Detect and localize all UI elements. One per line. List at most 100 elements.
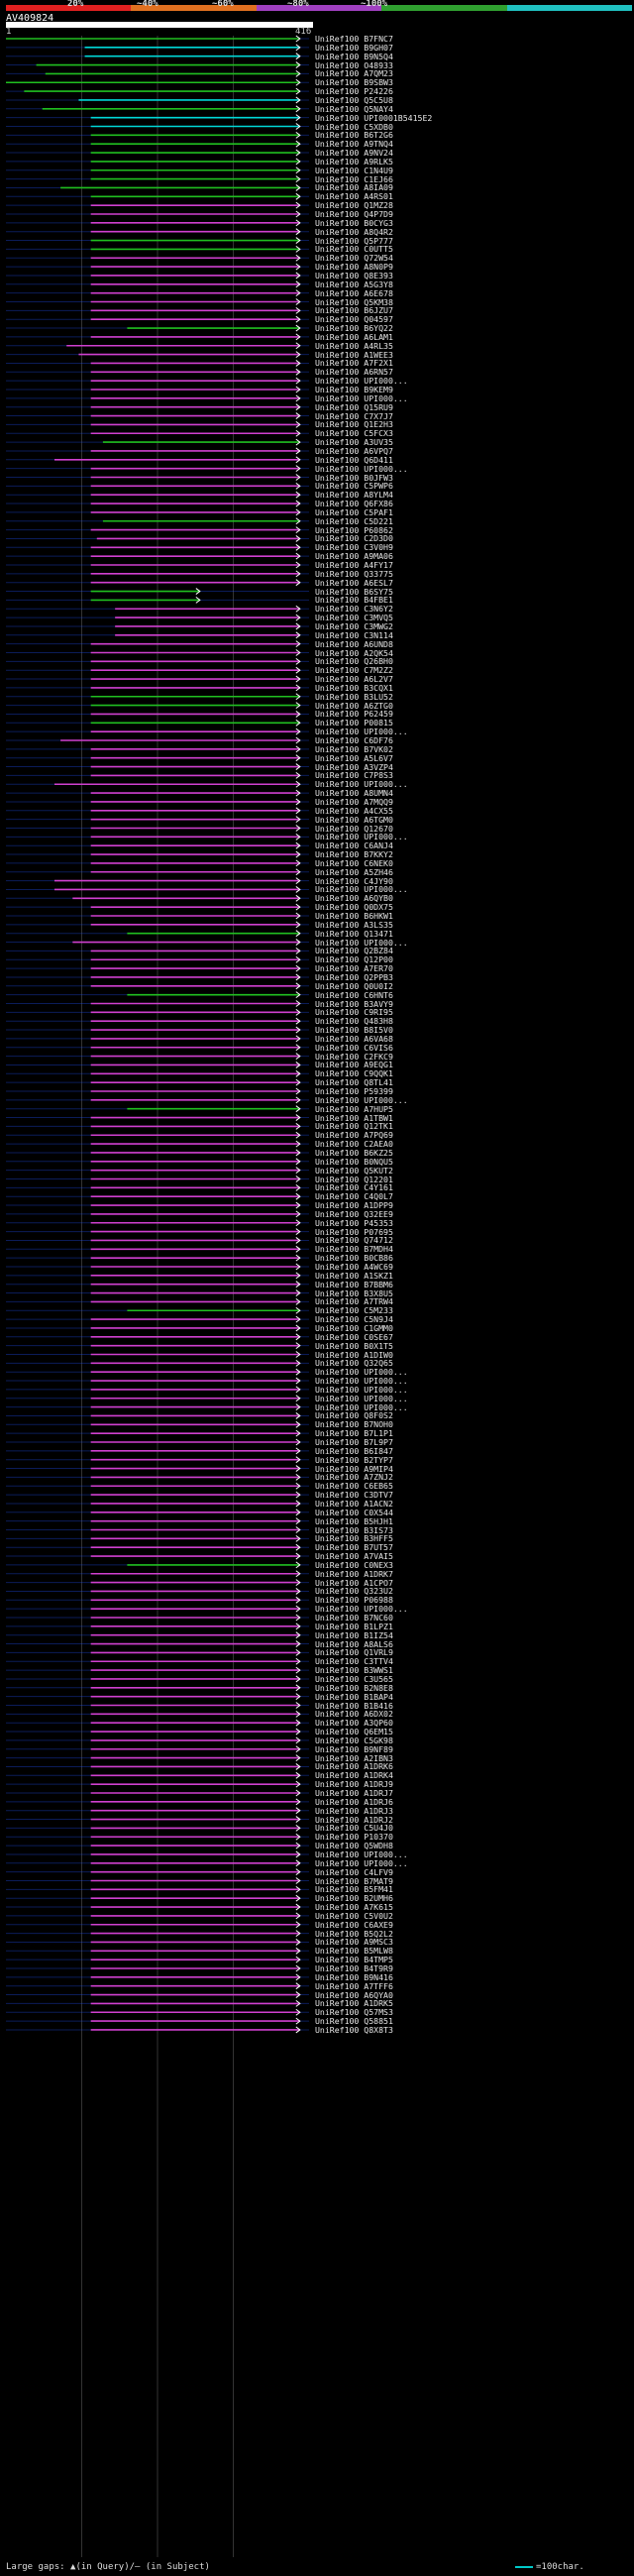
hit-label[interactable]: UniRef100_B3WWS1 bbox=[315, 1666, 393, 1675]
hit-label[interactable]: UniRef100_C6ANJ4 bbox=[315, 841, 393, 850]
hit-label[interactable]: UniRef100_Q1E2H3 bbox=[315, 420, 393, 429]
hit-label[interactable]: UniRef100_A9MA06 bbox=[315, 552, 393, 561]
hit-label[interactable]: UniRef100_C9RI95 bbox=[315, 1008, 393, 1017]
hit-label[interactable]: UniRef100_C5PAF1 bbox=[315, 507, 393, 516]
hit-label[interactable]: UniRef100_C0NEX3 bbox=[315, 1560, 393, 1569]
hit-label[interactable]: UniRef100_C5V0U2 bbox=[315, 1911, 393, 1920]
hit-label[interactable]: UniRef100_B4TMP5 bbox=[315, 1956, 393, 1964]
hit-label[interactable]: UniRef100_Q15RU9 bbox=[315, 402, 393, 411]
hit-label[interactable]: UniRef100_C5U4J0 bbox=[315, 1824, 393, 1833]
hit-label[interactable]: UniRef100_A2QK54 bbox=[315, 648, 393, 657]
hit-label[interactable]: UniRef100_A9RLK5 bbox=[315, 157, 393, 166]
hit-label[interactable]: UniRef100_P60862 bbox=[315, 525, 393, 534]
hit-label[interactable]: UniRef100_A1DRK5 bbox=[315, 1999, 393, 2008]
hit-label[interactable]: UniRef100_A8UMN4 bbox=[315, 789, 393, 798]
hit-label[interactable]: UniRef100_B7L1P1 bbox=[315, 1429, 393, 1438]
hit-label[interactable]: UniRef100_A7ER70 bbox=[315, 964, 393, 973]
hit-label[interactable]: UniRef100_B6JZU7 bbox=[315, 306, 393, 315]
hit-label[interactable]: UniRef100_B7KKY2 bbox=[315, 850, 393, 859]
hit-label[interactable]: UniRef100_A7K615 bbox=[315, 1903, 393, 1912]
hit-label[interactable]: UniRef100_B7NOH0 bbox=[315, 1420, 393, 1429]
hit-label[interactable]: UniRef100_A1CPO7 bbox=[315, 1578, 393, 1587]
hit-label[interactable]: UniRef100_UPI000... bbox=[315, 393, 408, 402]
hit-label[interactable]: UniRef100_A3UV35 bbox=[315, 438, 393, 447]
hit-label[interactable]: UniRef100_UPI0001B5415E2 bbox=[315, 113, 433, 122]
hit-label[interactable]: UniRef100_C5GK98 bbox=[315, 1736, 393, 1744]
hit-label[interactable]: UniRef100_C5FCX3 bbox=[315, 429, 393, 438]
hit-label[interactable]: UniRef100_UPI000... bbox=[315, 377, 408, 386]
hit-label[interactable]: UniRef100_C3N6Y2 bbox=[315, 605, 393, 614]
hit-label[interactable]: UniRef100_B9NF89 bbox=[315, 1744, 393, 1753]
hit-label[interactable]: UniRef100_A7PQ69 bbox=[315, 1131, 393, 1140]
hit-label[interactable]: UniRef100_A6E678 bbox=[315, 288, 393, 297]
hit-label[interactable]: UniRef100_Q12670 bbox=[315, 824, 393, 833]
hit-label[interactable]: UniRef100_UPI000... bbox=[315, 938, 408, 947]
hit-label[interactable]: UniRef100_UPI000... bbox=[315, 1095, 408, 1104]
hit-label[interactable]: UniRef100_B5Q2L2 bbox=[315, 1929, 393, 1938]
hit-label[interactable]: UniRef100_B7L9P7 bbox=[315, 1438, 393, 1446]
hit-label[interactable]: UniRef100_C6NEK0 bbox=[315, 858, 393, 867]
hit-label[interactable]: UniRef100_Q12201 bbox=[315, 1175, 393, 1183]
hit-label[interactable]: UniRef100_A4FY17 bbox=[315, 561, 393, 569]
hit-label[interactable]: UniRef100_C9QQK1 bbox=[315, 1069, 393, 1078]
hit-label[interactable]: UniRef100_P45353 bbox=[315, 1218, 393, 1227]
hit-label[interactable]: UniRef100_A9TNQ4 bbox=[315, 140, 393, 149]
hit-label[interactable]: UniRef100_Q57MS3 bbox=[315, 2008, 393, 2017]
hit-label[interactable]: UniRef100_Q5KUT2 bbox=[315, 1166, 393, 1175]
hit-label[interactable]: UniRef100_UPI000... bbox=[315, 1385, 408, 1394]
hit-label[interactable]: UniRef100_C2FKC9 bbox=[315, 1052, 393, 1061]
hit-label[interactable]: UniRef100_A6TGM0 bbox=[315, 815, 393, 824]
hit-label[interactable]: UniRef100_UPI000... bbox=[315, 1394, 408, 1402]
hit-label[interactable]: UniRef100_Q8F0S2 bbox=[315, 1411, 393, 1420]
hit-label[interactable]: UniRef100_C2D3D0 bbox=[315, 534, 393, 543]
hit-label[interactable]: UniRef100_P10370 bbox=[315, 1833, 393, 1842]
hit-label[interactable]: UniRef100_Q12TK1 bbox=[315, 1122, 393, 1131]
hit-label[interactable]: UniRef100_B9KEM9 bbox=[315, 386, 393, 393]
hit-label[interactable]: UniRef100_B3HFF5 bbox=[315, 1534, 393, 1543]
hit-label[interactable]: UniRef100_B1BAP4 bbox=[315, 1692, 393, 1701]
hit-label[interactable]: UniRef100_A6UND8 bbox=[315, 639, 393, 648]
hit-label[interactable]: UniRef100_C6DF76 bbox=[315, 736, 393, 744]
hit-label[interactable]: UniRef100_A4RS01 bbox=[315, 192, 393, 201]
hit-label[interactable]: UniRef100_B7FNC7 bbox=[315, 35, 393, 43]
hit-label[interactable]: UniRef100_B9SBW3 bbox=[315, 78, 393, 87]
hit-label[interactable]: UniRef100_A5G3Y8 bbox=[315, 280, 393, 288]
hit-label[interactable]: UniRef100_Q5WDH8 bbox=[315, 1842, 393, 1850]
hit-label[interactable]: UniRef100_UPI000... bbox=[315, 833, 408, 841]
hit-label[interactable]: UniRef100_B4FBE1 bbox=[315, 596, 393, 605]
hit-label[interactable]: UniRef100_B3X8U5 bbox=[315, 1288, 393, 1297]
hit-label[interactable]: UniRef100_Q13471 bbox=[315, 929, 393, 938]
hit-label[interactable]: UniRef100_B8I5V0 bbox=[315, 1026, 393, 1035]
hit-label[interactable]: UniRef100_A1ACN2 bbox=[315, 1499, 393, 1508]
hit-label[interactable]: UniRef100_A7HUP5 bbox=[315, 1104, 393, 1113]
hit-label[interactable]: UniRef100_B5FM41 bbox=[315, 1885, 393, 1894]
hit-label[interactable]: UniRef100_B2N8E8 bbox=[315, 1683, 393, 1692]
hit-label[interactable]: UniRef100_Q4P7D9 bbox=[315, 210, 393, 218]
hit-label[interactable]: UniRef100_A3QP60 bbox=[315, 1719, 393, 1728]
hit-label[interactable]: UniRef100_A6RN57 bbox=[315, 368, 393, 377]
hit-label[interactable]: UniRef100_Q6EM15 bbox=[315, 1728, 393, 1736]
hit-label[interactable]: UniRef100_A1DRJ6 bbox=[315, 1797, 393, 1806]
hit-label[interactable]: UniRef100_A8YLM4 bbox=[315, 491, 393, 500]
hit-label[interactable]: UniRef100_C3N114 bbox=[315, 630, 393, 639]
hit-label[interactable]: UniRef100_Q8TL41 bbox=[315, 1078, 393, 1087]
hit-label[interactable]: UniRef100_B7MAT9 bbox=[315, 1876, 393, 1885]
hit-label[interactable]: UniRef100_UPI000... bbox=[315, 1377, 408, 1386]
hit-label[interactable]: UniRef100_A3LS35 bbox=[315, 920, 393, 929]
hit-label[interactable]: UniRef100_Q5P777 bbox=[315, 236, 393, 245]
hit-label[interactable]: UniRef100_C0UTT5 bbox=[315, 245, 393, 254]
hit-label[interactable]: UniRef100_A1DRJ2 bbox=[315, 1815, 393, 1824]
hit-label[interactable]: UniRef100_Q58851 bbox=[315, 2017, 393, 2026]
hit-label[interactable]: UniRef100_B6HKW1 bbox=[315, 912, 393, 920]
hit-label[interactable]: UniRef100_C5N9J4 bbox=[315, 1315, 393, 1324]
hit-label[interactable]: UniRef100_C3MVQ5 bbox=[315, 614, 393, 622]
hit-label[interactable]: UniRef100_C6HNT6 bbox=[315, 990, 393, 999]
hit-label[interactable]: UniRef100_Q2PPB3 bbox=[315, 972, 393, 981]
hit-label[interactable]: UniRef100_A7TFF6 bbox=[315, 1981, 393, 1990]
hit-label[interactable]: UniRef100_A9EQG1 bbox=[315, 1061, 393, 1069]
hit-label[interactable]: UniRef100_A8Q4R2 bbox=[315, 227, 393, 236]
hit-label[interactable]: UniRef100_A1DRJ7 bbox=[315, 1789, 393, 1797]
hit-label[interactable]: UniRef100_Q33775 bbox=[315, 569, 393, 578]
hit-label[interactable]: UniRef100_Q8E393 bbox=[315, 271, 393, 280]
hit-label[interactable]: UniRef100_UPI000... bbox=[315, 1858, 408, 1867]
